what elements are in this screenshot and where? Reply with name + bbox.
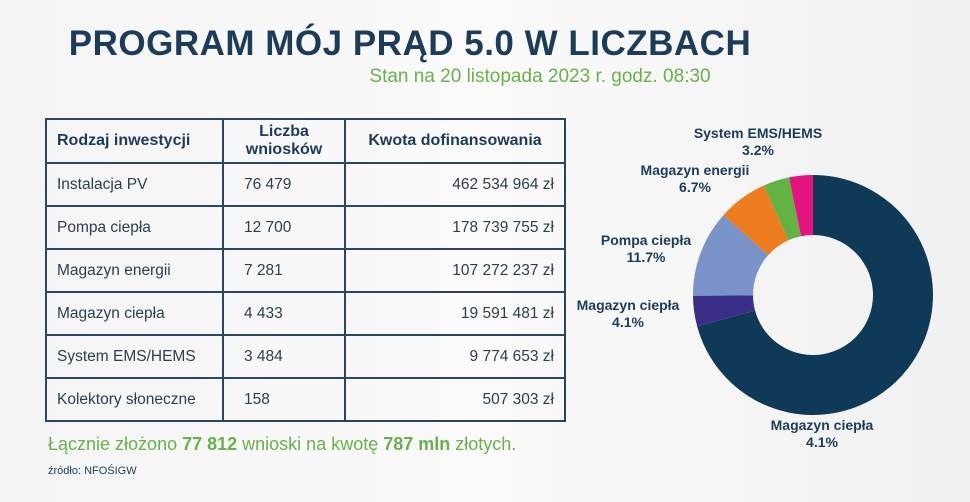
donut-slice (697, 175, 933, 415)
cell-type: Pompa ciepła (45, 205, 224, 250)
cell-type: Kolektory słoneczne (45, 377, 224, 422)
cell-count: 158 (222, 377, 346, 422)
donut-slice (763, 177, 802, 241)
summary-part: złotych. (450, 434, 517, 454)
table-row: Magazyn ciepła 4 433 19 591 481 zł (45, 291, 566, 336)
cell-type: Magazyn energii (45, 248, 224, 293)
cell-amount: 9 774 653 zł (344, 334, 566, 379)
donut-slice (693, 215, 769, 296)
slice-value-label: 6.7% (679, 179, 711, 195)
slice-label: Magazyn energii (641, 162, 750, 178)
summary-text: Łącznie złożono 77 812 wnioski na kwotę … (48, 434, 516, 455)
summary-part: Łącznie złożono (48, 434, 183, 454)
slice-label: System EMS/HEMS (694, 125, 822, 141)
summary-count: 77 812 (182, 434, 238, 454)
source-note: źródło: NFOŚIGW (48, 465, 137, 477)
slice-value-label: 3.2% (742, 142, 774, 158)
cell-amount: 507 303 zł (344, 377, 566, 422)
donut-slice (723, 185, 789, 256)
header-type: Rodzaj inwestycji (45, 118, 224, 164)
table-row: Pompa ciepła 12 700 178 739 755 zł (45, 205, 566, 250)
cell-count: 7 281 (222, 248, 346, 293)
cell-amount: 178 739 755 zł (344, 205, 566, 250)
cell-amount: 107 272 237 zł (344, 248, 566, 293)
cell-amount: 462 534 964 zł (344, 162, 566, 207)
cell-type: System EMS/HEMS (45, 334, 224, 379)
table-row: System EMS/HEMS 3 484 9 774 653 zł (45, 334, 566, 379)
slice-label: Magazyn ciepła (771, 417, 874, 433)
slice-label: Pompa ciepła (601, 232, 691, 248)
summary-part: wnioski na kwotę (237, 434, 384, 454)
table-row: Instalacja PV 76 479 462 534 964 zł (45, 162, 566, 207)
cell-count: 4 433 (222, 291, 346, 336)
header-amount: Kwota dofinansowania (344, 118, 566, 164)
table-row: Magazyn energii 7 281 107 272 237 zł (45, 248, 566, 293)
slice-label: Magazyn ciepła (577, 297, 680, 313)
slice-value-label: 4.1% (612, 314, 644, 330)
cell-count: 12 700 (222, 205, 346, 250)
donut-slice (789, 175, 813, 237)
cell-type: Instalacja PV (45, 162, 224, 207)
slice-value-label: 4.1% (806, 434, 838, 450)
table-header-row: Rodzaj inwestycji Liczba wniosków Kwota … (45, 118, 566, 164)
page-title: PROGRAM MÓJ PRĄD 5.0 W LICZBACH (68, 24, 752, 63)
summary-amount: 787 mln (383, 434, 451, 454)
cell-count: 76 479 (222, 162, 346, 207)
header-count: Liczba wniosków (222, 118, 346, 164)
investment-table: Rodzaj inwestycji Liczba wniosków Kwota … (45, 118, 566, 422)
page-subtitle: Stan na 20 listopada 2023 r. godz. 08:30 (369, 66, 711, 87)
donut-slice (693, 295, 756, 327)
table-row: Kolektory słoneczne 158 507 303 zł (45, 377, 566, 422)
slice-value-label: 11.7% (627, 249, 666, 265)
cell-count: 3 484 (222, 334, 346, 379)
cell-type: Magazyn ciepła (45, 291, 224, 336)
cell-amount: 19 591 481 zł (344, 291, 566, 336)
